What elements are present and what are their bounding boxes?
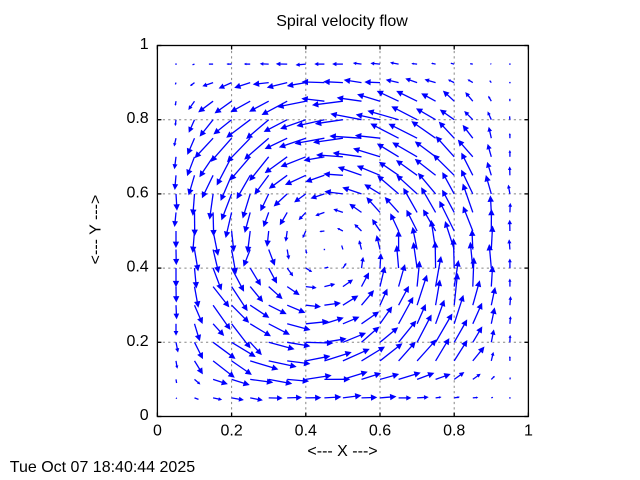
svg-text:0: 0 (153, 422, 162, 439)
svg-text:1: 1 (140, 36, 149, 53)
svg-text:0.4: 0.4 (126, 259, 148, 276)
svg-text:0.2: 0.2 (126, 333, 148, 350)
svg-text:0.2: 0.2 (220, 422, 242, 439)
svg-text:0.8: 0.8 (443, 422, 465, 439)
svg-text:1: 1 (524, 422, 533, 439)
svg-text:0.4: 0.4 (295, 422, 317, 439)
svg-text:Tue Oct 07 18:40:44 2025: Tue Oct 07 18:40:44 2025 (10, 459, 195, 476)
svg-text:0.6: 0.6 (369, 422, 391, 439)
svg-text:0: 0 (140, 407, 149, 424)
svg-text:0.6: 0.6 (126, 184, 148, 201)
svg-text:<--- X --->: <--- X ---> (307, 443, 377, 460)
svg-text:0.8: 0.8 (126, 110, 148, 127)
svg-text:Spiral velocity flow: Spiral velocity flow (276, 13, 408, 30)
svg-text:<--- Y --->: <--- Y ---> (88, 195, 105, 265)
